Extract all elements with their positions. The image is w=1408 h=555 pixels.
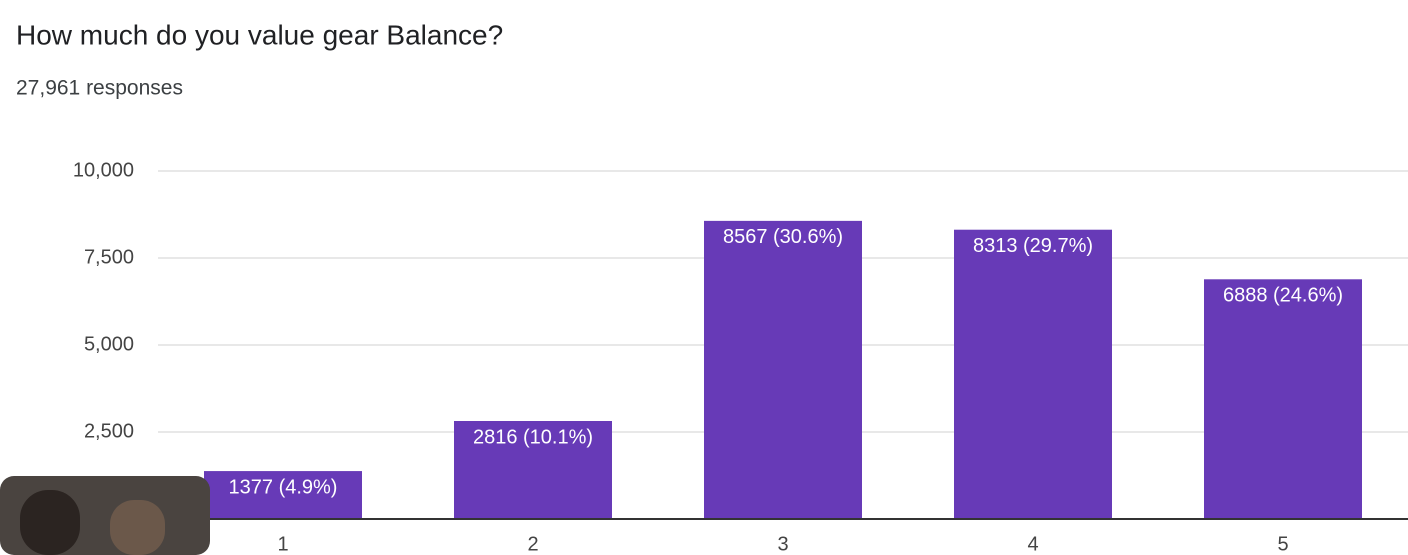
y-tick-label: 2,500 — [84, 420, 134, 442]
value-label: 8313 (29.7%) — [973, 235, 1093, 257]
x-tick-label: 5 — [1277, 533, 1288, 555]
y-tick-label: 7,500 — [84, 246, 134, 268]
y-tick-label: 5,000 — [84, 333, 134, 355]
x-tick-label: 4 — [1027, 533, 1038, 555]
chart-subtitle: 27,961 responses — [16, 77, 183, 100]
bar — [954, 229, 1112, 520]
bar — [704, 220, 862, 519]
x-tick-label: 3 — [777, 533, 788, 555]
bar — [1204, 279, 1362, 519]
webcam-figure — [110, 500, 165, 555]
value-label: 1377 (4.9%) — [229, 476, 338, 498]
value-label: 6888 (24.6%) — [1223, 285, 1343, 307]
value-label: 8567 (30.6%) — [723, 226, 843, 248]
bars: 1 1377 (4.9%) 2 2816 (10.1%) 3 8567 (30.6%) 4 8… — [204, 220, 1362, 555]
chart-title: How much do you value gear Balance? — [16, 19, 503, 50]
x-tick-label: 1 — [277, 533, 288, 555]
value-label: 2816 (10.1%) — [473, 426, 593, 448]
y-tick-label: 10,000 — [73, 159, 134, 181]
bar — [454, 421, 612, 519]
bar — [204, 471, 362, 519]
x-tick-label: 2 — [527, 533, 538, 555]
webcam-figure — [20, 490, 80, 555]
